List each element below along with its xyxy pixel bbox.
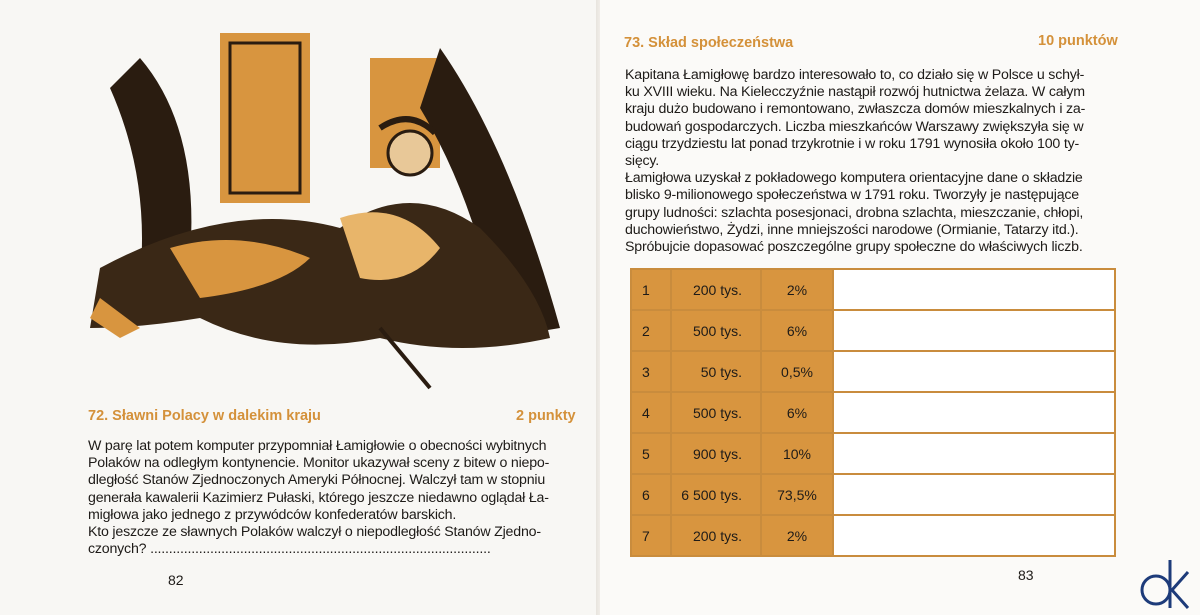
illustration-reclining-nobleman [90,33,560,390]
row-number: 5 [630,432,672,475]
text-line: kraju dużo budowano i remontowano, zwłas… [625,101,1086,118]
answer-cell[interactable] [832,268,1116,311]
text-line: ku XVIII wieku. Na Kielecczyźnie nastąpi… [625,84,1085,101]
exercise-73-text: Kapitana Łamigłowę bardzo interesowało t… [625,67,1145,256]
group-percent: 2% [760,268,834,311]
text-line: W parę lat potem komputer przypomniał Ła… [88,438,547,454]
group-count: 50 tys. [670,350,762,393]
group-count: 500 tys. [670,309,762,352]
row-number: 7 [630,514,672,557]
text-line: grupy ludności: szlachta posesjonaci, dr… [625,204,1084,221]
page-number: 83 [1018,567,1034,583]
group-count: 6 500 tys. [670,473,762,516]
text-line: ciągu trzydziestu lat ponad trzykrotnie … [625,135,1080,152]
table-row: 2 500 tys. 6% [630,309,1116,352]
group-percent: 10% [760,432,834,475]
text-line: sięcy. [625,153,660,170]
page-number: 82 [168,572,184,588]
text-line: Łamigłowa uzyskał z pokładowego komputer… [625,170,1083,187]
text-line: migłowa jako jednego z przywódców konfed… [88,506,457,523]
group-count: 200 tys. [670,514,762,557]
exercise-72-heading: 72. Sławni Polacy w dalekim kraju [88,408,321,424]
answer-line: czonych? ...............................… [88,541,491,558]
text-line: Kto jeszcze ze sławnych Polaków walczył … [88,524,541,541]
group-percent: 6% [760,309,834,352]
exercise-73-points: 10 punktów [1038,33,1118,49]
text-line: Kapitana Łamigłowę bardzo interesowało t… [625,67,1085,83]
answer-cell[interactable] [832,350,1116,393]
table-row: 1 200 tys. 2% [630,268,1116,311]
population-table: 1 200 tys. 2% 2 500 tys. 6% 3 50 tys. 0,5% 4 500 t… [630,268,1116,557]
row-number: 2 [630,309,672,352]
row-number: 4 [630,391,672,434]
text-line: generała kawalerii Kazimierz Pułaski, kt… [88,489,549,506]
row-number: 6 [630,473,672,516]
row-number: 3 [630,350,672,393]
group-percent: 2% [760,514,834,557]
answer-cell[interactable] [832,309,1116,352]
text-line: Polaków na odległym kontynencie. Monitor… [88,455,550,472]
group-percent: 0,5% [760,350,834,393]
text-line: budowań gospodarczych. Liczba mieszkańcó… [625,118,1084,135]
text-line: duchowieństwo, Żydzi, inne mniejszości n… [625,221,1079,238]
group-count: 900 tys. [670,432,762,475]
table-row: 4 500 tys. 6% [630,391,1116,434]
table-row: 3 50 tys. 0,5% [630,350,1116,393]
exercise-72-text: W parę lat potem komputer przypomniał Ła… [88,438,588,558]
answer-cell[interactable] [832,391,1116,434]
table-row: 5 900 tys. 10% [630,432,1116,475]
answer-cell[interactable] [832,473,1116,516]
text-line: dległość Stanów Zjednoczonych Ameryki Pó… [88,472,546,489]
table-row: 7 200 tys. 2% [630,514,1116,557]
exercise-72-points: 2 punkty [516,408,576,424]
row-number: 1 [630,268,672,311]
text-line: blisko 9-milionowego społeczeństwa w 179… [625,187,1079,204]
group-percent: 6% [760,391,834,434]
exercise-73-heading: 73. Skład społeczeństwa [624,35,794,51]
dk-logo [1140,560,1190,609]
group-count: 200 tys. [670,268,762,311]
text-line: Spróbujcie dopasować poszczególne grupy … [625,239,1083,256]
answer-cell[interactable] [832,514,1116,557]
group-count: 500 tys. [670,391,762,434]
answer-cell[interactable] [832,432,1116,475]
group-percent: 73,5% [760,473,834,516]
left-page: 72. Sławni Polacy w dalekim kraju 2 punk… [88,33,588,588]
